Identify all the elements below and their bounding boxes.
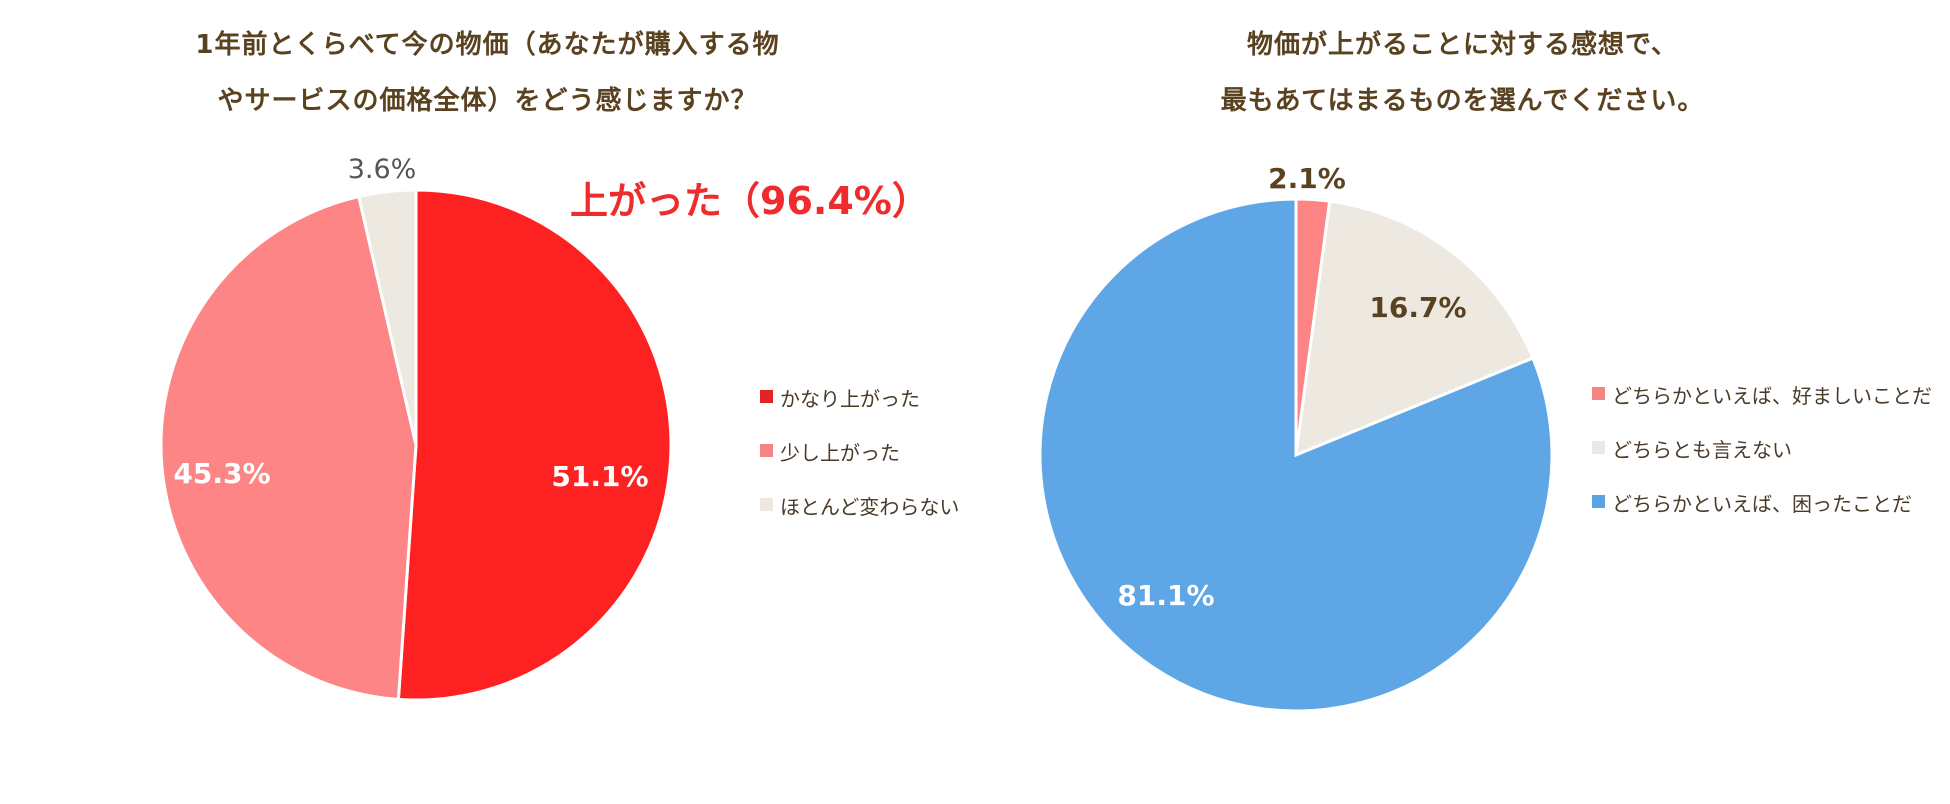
legend-swatch [760,444,773,457]
legend-label: どちらかといえば、好ましいことだ [1612,384,1932,408]
pie-slice [159,194,418,701]
right-chart-panel: 物価が上がることに対する感想で、 最もあてはまるものを選んでください。 2.1%… [975,0,1950,804]
pie-slice [1294,199,1535,458]
right-chart-title-line2: 最もあてはまるものを選んでください。 [1220,86,1705,116]
pie-slice [396,188,673,702]
left-pie-chart: 51.1% 45.3% 3.6% [159,154,673,702]
pie-data-label: 16.7% [1369,291,1466,324]
legend-swatch [760,390,773,403]
right-chart-title-line1: 物価が上がることに対する感想で、 [1247,30,1678,60]
legend-label: どちらとも言えない [1612,438,1792,462]
left-chart-highlight: 上がった（96.4%） [570,179,930,223]
pie-data-label: 45.3% [173,457,270,490]
left-chart-title-line1: 1年前とくらべて今の物価（あなたが購入する物 [195,30,780,60]
left-chart-title-line2: やサービスの価格全体）をどう感じますか？ [217,86,758,116]
pie-data-label: 2.1% [1268,162,1346,195]
pie-slice [1038,197,1554,713]
legend-label: かなり上がった [780,387,920,411]
legend-swatch [1592,387,1605,400]
legend-swatch [1592,441,1605,454]
right-pie-chart: 2.1% 16.7% 81.1% [1038,162,1554,713]
left-chart-panel: 1年前とくらべて今の物価（あなたが購入する物 やサービスの価格全体）をどう感じま… [159,30,960,702]
legend-label: どちらかといえば、困ったことだ [1612,492,1912,516]
pie-data-label: 81.1% [1117,579,1214,612]
pie-slice [357,188,418,446]
legend-swatch [1592,495,1605,508]
legend-swatch [760,498,773,511]
pie-data-label: 3.6% [348,154,417,185]
legend-label: ほとんど変わらない [780,495,960,519]
legend-label: 少し上がった [780,441,900,465]
pie-data-label: 51.1% [551,460,648,493]
